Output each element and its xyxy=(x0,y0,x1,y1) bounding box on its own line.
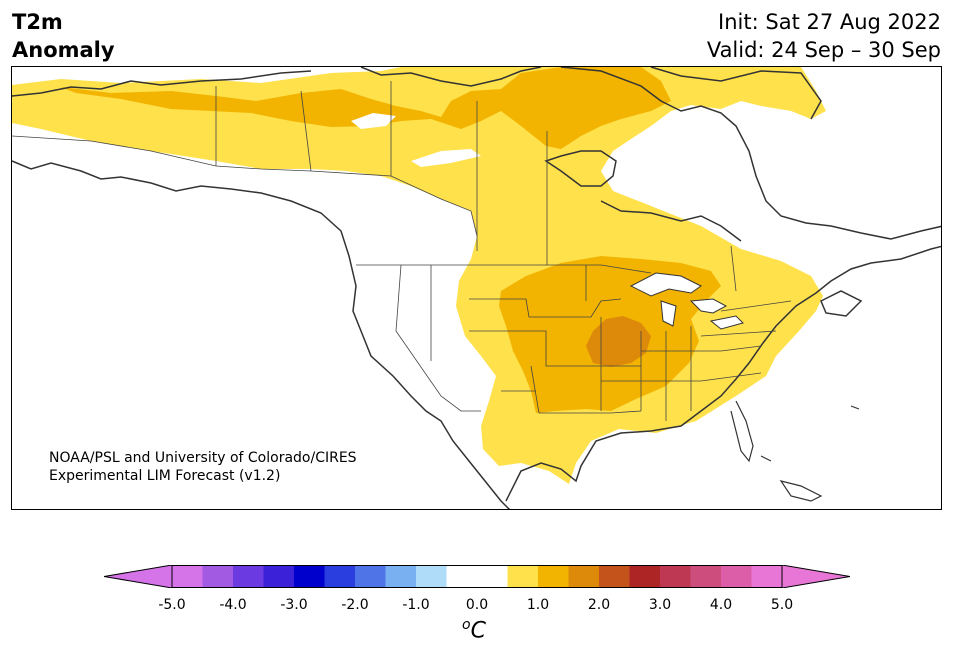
credit-line2: Experimental LIM Forecast (v1.2) xyxy=(49,468,281,484)
colorbar-swatch xyxy=(324,565,356,588)
great-lakes xyxy=(629,272,744,330)
colorbar-swatch xyxy=(202,565,234,588)
colorbar-tick-label: -3.0 xyxy=(280,597,308,613)
colorbar-swatch xyxy=(446,565,478,588)
colorbar-tick-label: 5.0 xyxy=(770,597,794,613)
colorbar-tick-label: -4.0 xyxy=(219,597,247,613)
colorbar-swatch xyxy=(599,565,630,588)
colorbar-under-arrow xyxy=(104,565,173,588)
colorbar-over-arrow xyxy=(781,565,850,588)
anomaly-region-orange xyxy=(586,316,651,367)
anomaly-map xyxy=(11,66,942,510)
hudson-area-gap xyxy=(351,113,396,129)
colorbar-swatch xyxy=(477,565,508,588)
colorbar-outline xyxy=(171,565,783,588)
colorbar-swatch xyxy=(660,565,691,588)
colorbar-swatch xyxy=(507,565,539,588)
credit-line1: NOAA/PSL and University of Colorado/CIRE… xyxy=(49,450,357,466)
colorbar-swatch xyxy=(385,565,417,588)
colorbar-swatch xyxy=(294,565,325,588)
colorbar-tick-label: -2.0 xyxy=(341,597,369,613)
colorbar-swatch xyxy=(568,565,600,588)
colorbar-swatch xyxy=(233,565,264,588)
colorbar-swatch xyxy=(172,565,203,588)
colorbar-tick-label: -5.0 xyxy=(158,597,186,613)
colorbar xyxy=(104,565,850,588)
variable-title-line2: Anomaly xyxy=(12,38,115,62)
unit-letter: C xyxy=(470,618,486,644)
variable-title-line1: T2m xyxy=(12,10,63,34)
variable-title: T2m Anomaly xyxy=(12,8,115,64)
map-canvas xyxy=(12,67,941,509)
colorbar-unit: oC xyxy=(462,617,486,643)
colorbar-swatch xyxy=(263,565,295,588)
caribbean-islands xyxy=(730,400,860,502)
colorbar-swatch xyxy=(690,565,722,588)
colorbar-swatch xyxy=(721,565,752,588)
coastlines xyxy=(12,67,941,509)
political-boundaries xyxy=(12,81,792,421)
colorbar-tick-label: -1.0 xyxy=(402,597,430,613)
forecast-credit: NOAA/PSL and University of Colorado/CIRE… xyxy=(49,449,357,485)
unit-degree-symbol: o xyxy=(462,617,471,633)
colorbar-swatches xyxy=(172,565,783,588)
colorbar-swatch xyxy=(416,565,447,588)
colorbar-tick-label: 1.0 xyxy=(526,597,550,613)
hudson-area-gap-2 xyxy=(411,149,481,167)
colorbar-tick-labels: -5.0 -4.0 -3.0 -2.0 -1.0 0.0 1.0 2.0 3.0 4.0 5.0 xyxy=(0,597,953,617)
anomaly-region-gold xyxy=(61,67,671,149)
colorbar-tick-label: 3.0 xyxy=(648,597,672,613)
valid-date: Valid: 24 Sep – 30 Sep xyxy=(706,38,941,62)
colorbar-tick-label: 0.0 xyxy=(465,597,489,613)
colorbar-swatch xyxy=(538,565,569,588)
init-date: Init: Sat 27 Aug 2022 xyxy=(718,10,941,34)
forecast-dates: Init: Sat 27 Aug 2022 Valid: 24 Sep – 30… xyxy=(707,8,941,64)
colorbar-swatch xyxy=(355,565,386,588)
colorbar-swatch xyxy=(751,565,783,588)
colorbar-tick-label: 4.0 xyxy=(709,597,733,613)
colorbar-tick-label: 2.0 xyxy=(587,597,611,613)
colorbar-swatch xyxy=(629,565,661,588)
